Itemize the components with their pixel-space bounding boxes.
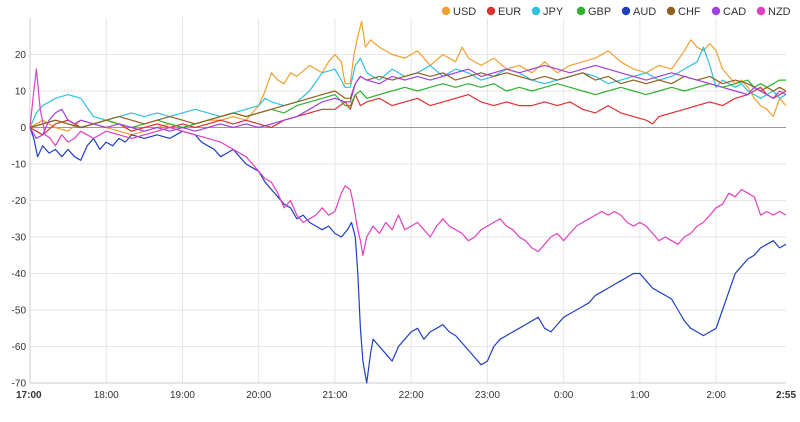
x-tick-label: 2:00 [706,390,726,401]
series-lines [29,21,787,384]
y-tick-label: 10 [15,87,27,98]
legend-marker [441,6,451,16]
legend-marker [666,6,676,16]
y-tick-label: 0 [20,123,26,134]
x-tick-label: 23:00 [475,390,500,401]
series-line-usd [29,21,787,136]
legend-marker [576,6,586,16]
axes: 17:00 18:00 19:00 20:00 21:00 22:00 23:00 0:00 1… [12,18,796,401]
y-tick-label: -60 [12,342,27,353]
x-tick-label: 2:55 [776,390,796,401]
legend-label: CAD [723,6,746,18]
legend-item-eur[interactable]: EUR [486,6,521,18]
x-tick-label: 1:00 [630,390,650,401]
x-tick-label: 18:00 [94,390,119,401]
legend-marker [486,6,496,16]
legend-item-aud[interactable]: AUD [621,6,656,18]
legend-label: EUR [498,6,521,18]
y-tick-label: -70 [12,379,27,390]
series-line-chf [29,72,787,129]
y-tick-label: -40 [12,269,27,280]
legend-label: AUD [633,6,656,18]
series-line-aud [29,127,787,384]
legend-item-usd[interactable]: USD [441,6,476,18]
y-tick-label: -50 [12,306,27,317]
x-tick-label: 22:00 [399,390,424,401]
x-tick-label: 0:00 [554,390,574,401]
legend-marker [531,6,541,16]
y-tick-label: -30 [12,233,27,244]
legend-item-jpy[interactable]: JPY [531,6,564,18]
legend-label: CHF [678,6,701,18]
y-tick-label: 20 [15,50,27,61]
legend-marker [756,6,766,16]
y-tick-label: -10 [12,160,27,171]
legend-item-gbp[interactable]: GBP [576,6,611,18]
legend-label: JPY [543,6,564,18]
x-tick-label: 19:00 [170,390,195,401]
series-line-nzd [29,68,787,256]
legend-item-chf[interactable]: CHF [666,6,701,18]
x-tick-label: 20:00 [246,390,271,401]
legend[interactable]: USD EUR JPY GBP AUD CHF CAD NZD [441,6,791,18]
x-tick-label: 21:00 [322,390,347,401]
legend-label: USD [453,6,476,18]
legend-label: NZD [768,6,791,18]
legend-marker [621,6,631,16]
series-line-cad [29,64,787,139]
legend-item-nzd[interactable]: NZD [756,6,791,18]
x-tick-label: 17:00 [16,390,42,401]
y-tick-label: -20 [12,196,27,207]
legend-label: GBP [588,6,611,18]
legend-marker [711,6,721,16]
series-line-gbp [29,79,786,129]
legend-item-cad[interactable]: CAD [711,6,746,18]
